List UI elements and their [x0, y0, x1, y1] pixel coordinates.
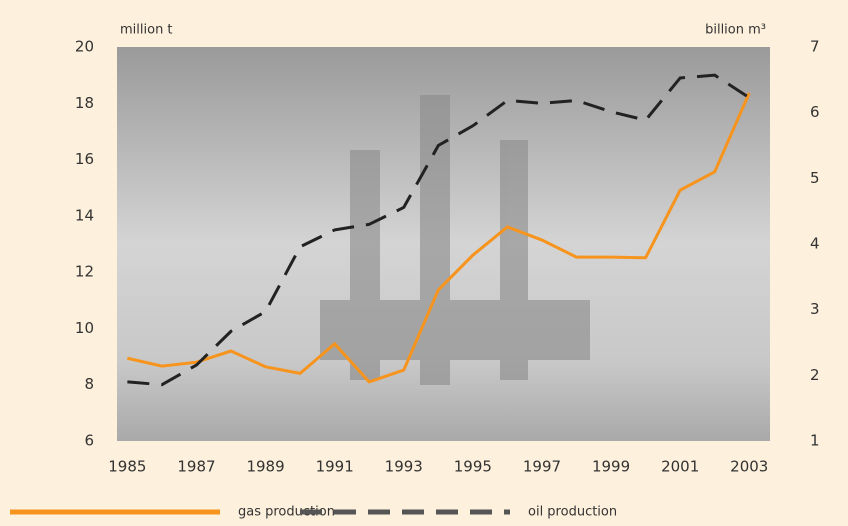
- y-tick-label: 12: [75, 263, 94, 281]
- y2-axis-label: billion m³: [705, 23, 766, 38]
- x-tick-label: 2001: [661, 458, 699, 476]
- chart: million t billion m³ 6810121416182012345…: [0, 0, 848, 526]
- x-tick-label: 1985: [108, 458, 146, 476]
- x-tick-label: 1995: [454, 458, 492, 476]
- page: million t billion m³ 6810121416182012345…: [0, 0, 848, 526]
- y-tick-label: 8: [84, 375, 94, 393]
- legend-label: oil production: [528, 505, 617, 520]
- y2-tick-label: 2: [810, 366, 820, 384]
- y2-tick-label: 5: [810, 169, 820, 187]
- x-tick-label: 2003: [730, 458, 768, 476]
- y-tick-label: 18: [75, 94, 94, 112]
- x-tick-label: 1989: [246, 458, 284, 476]
- x-tick-label: 1997: [523, 458, 561, 476]
- y2-tick-label: 6: [810, 103, 820, 121]
- x-tick-label: 1991: [316, 458, 354, 476]
- y2-tick-label: 3: [810, 300, 820, 318]
- x-tick-label: 1999: [592, 458, 630, 476]
- y-tick-label: 6: [84, 432, 94, 450]
- y-tick-label: 10: [75, 319, 94, 337]
- y2-tick-label: 1: [810, 432, 820, 450]
- y-tick-label: 20: [75, 38, 94, 56]
- y2-tick-label: 4: [810, 235, 820, 253]
- y-tick-label: 16: [75, 150, 94, 168]
- y-tick-label: 14: [75, 206, 94, 224]
- x-tick-label: 1993: [385, 458, 423, 476]
- x-tick-label: 1987: [177, 458, 215, 476]
- y-axis-label: million t: [120, 23, 173, 38]
- y2-tick-label: 7: [810, 38, 820, 56]
